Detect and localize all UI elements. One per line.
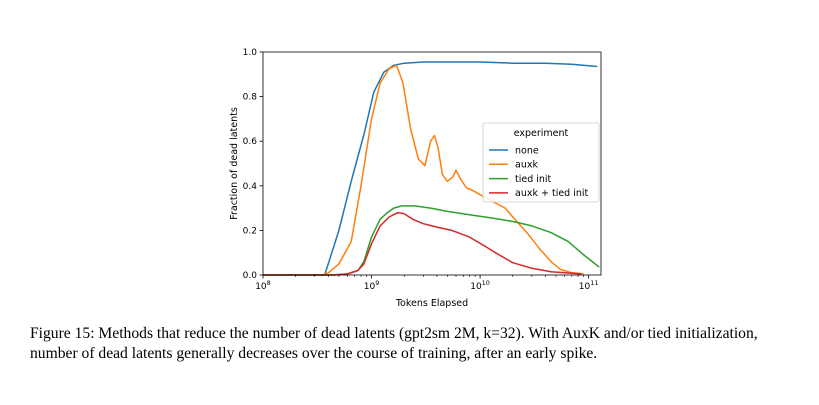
legend-label-1: auxk bbox=[515, 160, 538, 171]
y-tick-label: 0.4 bbox=[243, 182, 258, 192]
y-axis-ticks: 0.0 0.2 0.4 0.6 0.8 1.0 bbox=[243, 48, 263, 281]
x-tick-label: 1010 bbox=[470, 279, 490, 292]
x-axis-label: Tokens Elapsed bbox=[395, 298, 468, 309]
axes-frame bbox=[262, 51, 602, 276]
x-tick-label: 1011 bbox=[579, 279, 599, 292]
legend-label-2: tied init bbox=[515, 174, 552, 185]
legend-title: experiment bbox=[514, 128, 569, 139]
y-axis-label: Fraction of dead latents bbox=[229, 107, 240, 220]
legend-label-3: auxk + tied init bbox=[515, 188, 589, 199]
y-tick-label: 0.0 bbox=[243, 271, 258, 281]
chart: 108 109 1010 1011 0.0 0.2 0.4 0.6 0.8 1.0 Tokens… bbox=[229, 48, 602, 309]
y-tick-label: 1.0 bbox=[243, 48, 258, 58]
legend: experiment none auxk tied init auxk + tied … bbox=[482, 122, 600, 203]
x-axis-ticks: 108 109 1010 1011 bbox=[255, 275, 598, 292]
legend-label-0: none bbox=[515, 145, 539, 156]
y-tick-label: 0.2 bbox=[243, 226, 257, 236]
series-line-2 bbox=[263, 205, 600, 276]
plot-area: 108 109 1010 1011 0.0 0.2 0.4 0.6 0.8 1.0 bbox=[243, 48, 602, 292]
series-line-1 bbox=[263, 64, 584, 276]
y-tick-label: 0.6 bbox=[243, 137, 258, 147]
legend-box bbox=[482, 122, 600, 203]
y-tick-label: 0.8 bbox=[243, 93, 258, 103]
series-layer bbox=[263, 61, 600, 276]
x-tick-label: 108 bbox=[255, 279, 271, 292]
x-tick-label: 109 bbox=[364, 279, 380, 292]
figure-caption: Figure 15: Methods that reduce the numbe… bbox=[30, 325, 758, 362]
series-line-3 bbox=[263, 211, 582, 276]
series-line-0 bbox=[263, 61, 598, 276]
legend-entries: none auxk tied init auxk + tied init bbox=[489, 145, 589, 199]
